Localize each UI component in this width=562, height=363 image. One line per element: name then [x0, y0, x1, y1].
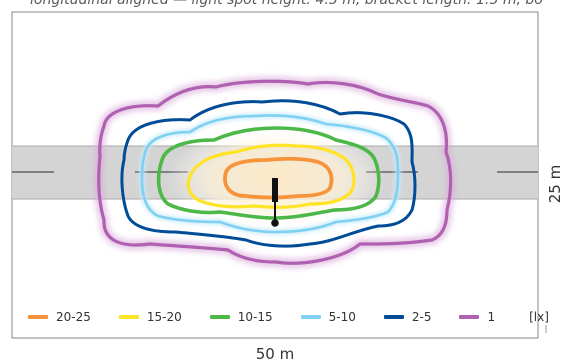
- legend-label: 2-5: [411, 310, 432, 324]
- legend-unit: [lx]: [529, 310, 549, 324]
- legend-label: 15-20: [146, 310, 182, 324]
- legend-swatch: [209, 315, 230, 319]
- legend-label: 20-25: [56, 310, 91, 324]
- luminaire: [271, 178, 279, 227]
- legend-item-5-10: 5-10: [300, 310, 356, 324]
- legend: 20-25 15-20 10-15 5-10 2-5 1 [lx]: [28, 307, 549, 327]
- legend-swatch: [118, 315, 139, 319]
- luminaire-head-icon: [272, 178, 278, 202]
- legend-swatch: [383, 315, 404, 319]
- contour-1lx: [97, 79, 453, 265]
- legend-swatch: [300, 315, 321, 319]
- legend-item-20-25: 20-25: [28, 310, 91, 324]
- contour-5-10lx: [140, 114, 400, 234]
- legend-item-2-5: 2-5: [383, 310, 432, 324]
- isolux-contours: [93, 76, 456, 269]
- legend-item-10-15: 10-15: [209, 310, 273, 324]
- contour-15-20lx: [186, 143, 356, 209]
- height-dimension-text: 25 m: [546, 165, 562, 204]
- legend-label: 5-10: [328, 310, 356, 324]
- legend-swatch: [28, 315, 48, 319]
- pole-base-icon: [271, 219, 279, 227]
- legend-item-1: 1: [459, 310, 495, 324]
- diagram-caption: longitudinal aligned — light spot height…: [30, 0, 543, 8]
- contour-2-5lx: [120, 99, 417, 248]
- contour-20-25lx: [223, 156, 334, 200]
- contour-10-15lx: [156, 126, 381, 220]
- legend-label: 1: [487, 310, 496, 324]
- legend-swatch: [459, 315, 480, 319]
- height-dimension-label: 25 m: [545, 164, 562, 204]
- legend-item-15-20: 15-20: [118, 310, 182, 324]
- width-dimension-label: 50 m: [255, 345, 295, 363]
- legend-label: 10-15: [237, 310, 273, 324]
